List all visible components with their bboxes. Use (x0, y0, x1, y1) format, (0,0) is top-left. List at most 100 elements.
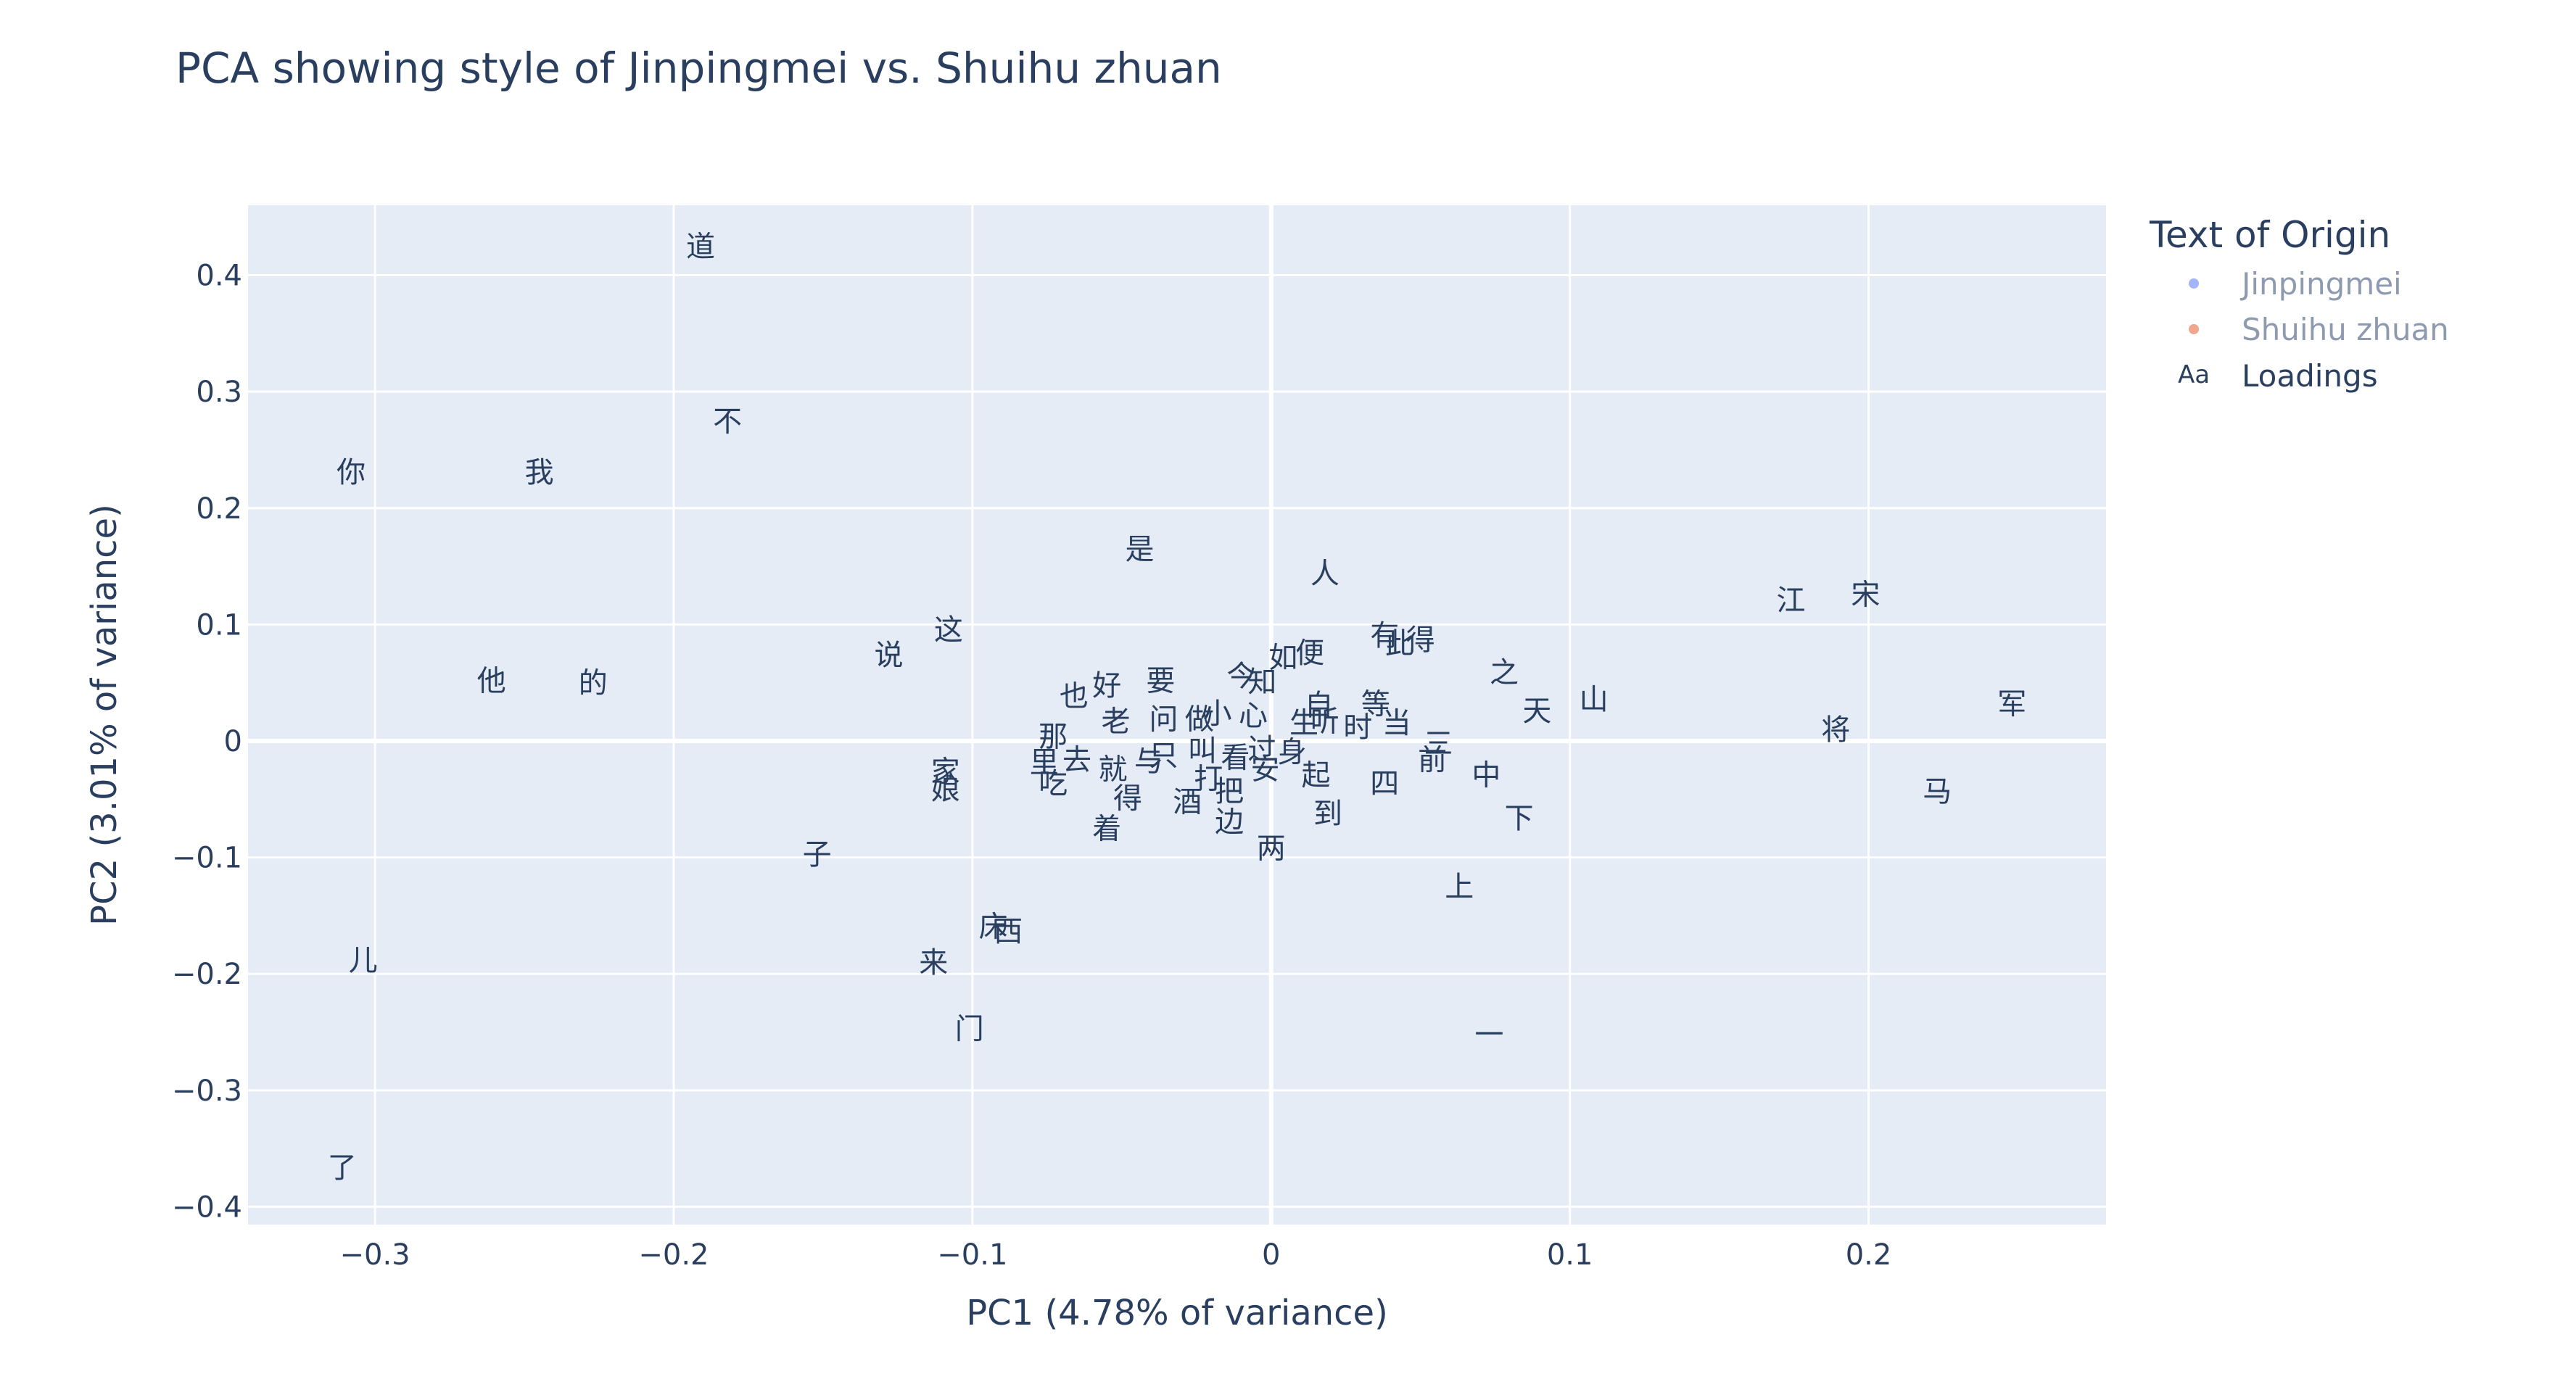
y-tick-label: −0.3 (172, 1074, 242, 1108)
x-tick-label: −0.3 (339, 1238, 410, 1272)
loading-point: 不 (713, 405, 742, 438)
loading-point: 江 (1776, 584, 1805, 618)
loading-point: 问 (1149, 703, 1178, 736)
loading-point: 去 (1062, 744, 1091, 777)
x-tick-label: −0.1 (937, 1238, 1007, 1272)
legend-title: Text of Origin (2149, 214, 2390, 256)
loading-point: 叫 (1188, 734, 1217, 768)
loading-point: 酒 (1173, 785, 1202, 819)
loading-point: 心 (1239, 700, 1268, 733)
loading-point: 山 (1580, 683, 1609, 716)
loading-point: 生 (1289, 706, 1318, 740)
loading-point: 的 (579, 667, 608, 700)
x-tick-label: 0.2 (1846, 1238, 1892, 1272)
loading-point: 里 (1030, 746, 1059, 779)
legend-label-shuihu-zhuan: Shuihu zhuan (2242, 312, 2449, 347)
loading-point: 便 (1295, 637, 1324, 670)
chart-title: PCA showing style of Jinpingmei vs. Shui… (176, 44, 1222, 93)
x-tick-label: 0.1 (1547, 1238, 1593, 1272)
loading-point: 之 (1490, 656, 1519, 690)
legend-item-jinpingmei[interactable]: Jinpingmei (2189, 266, 2402, 302)
x-tick-label: 0 (1262, 1238, 1280, 1272)
loading-point: 有 (1370, 619, 1399, 653)
plot-area: 道不你 我他 的是人说这江 宋有此得之山天 军将马如便今知好 要也自等当老问做小心生听时三… (248, 205, 2106, 1225)
loading-point: 下 (1505, 802, 1534, 835)
loading-point: 门 (955, 1013, 984, 1046)
y-tick-label: 0.3 (196, 376, 242, 409)
y-gridlines (248, 274, 2106, 1208)
legend-marker-jinpingmei (2189, 278, 2199, 289)
loading-point: 此 (1385, 627, 1414, 660)
loading-point: 好 (1092, 669, 1121, 703)
loading-point: 一 (1474, 1019, 1503, 1052)
loading-point: 宋 (1851, 579, 1880, 612)
loading-point: 安 (1251, 753, 1280, 787)
loading-point: 娘 (931, 773, 960, 806)
loading-point: 知 (1247, 666, 1276, 699)
x-axis-title: PC1 (4.78% of variance) (966, 1293, 1388, 1333)
loading-point: 得 (1113, 782, 1142, 816)
legend-label-jinpingmei: Jinpingmei (2239, 266, 2402, 302)
loading-point: 床 (979, 910, 1008, 943)
loading-point: 三 (1424, 727, 1453, 761)
loading-point: 把 (1215, 775, 1244, 808)
loading-point: 边 (1215, 806, 1244, 839)
loading-point: 时 (1343, 711, 1372, 745)
loading-point: 要 (1146, 664, 1175, 697)
loading-point: 只 (1149, 739, 1178, 772)
loading-point: 他 (477, 664, 506, 697)
loading-point: 与 (1134, 745, 1163, 778)
loading-point: 也 (1060, 679, 1089, 713)
loading-point: 起 (1302, 759, 1331, 792)
x-tick-label: −0.2 (638, 1238, 709, 1272)
loading-point: 来 (919, 946, 948, 980)
loading-point: 等 (1361, 688, 1390, 721)
x-axis-ticks: −0.3 −0.2 −0.1 0 0.1 0.2 (339, 1238, 1891, 1272)
y-tick-label: −0.4 (172, 1190, 242, 1224)
loading-point: 我 (525, 456, 554, 489)
y-tick-label: 0.2 (196, 492, 242, 526)
loading-point: 马 (1923, 775, 1952, 808)
legend[interactable]: Text of Origin Jinpingmei Shuihu zhuan A… (2149, 214, 2449, 394)
loading-point: 得 (1406, 624, 1435, 657)
y-tick-label: 0.1 (196, 608, 242, 642)
loading-labels: 道不你 我他 的是人说这江 宋有此得之山天 军将马如便今知好 要也自等当老问做小心生听时三… (328, 230, 2027, 1184)
y-tick-label: −0.1 (172, 842, 242, 875)
legend-item-shuihu-zhuan[interactable]: Shuihu zhuan (2189, 312, 2449, 347)
y-tick-label: −0.2 (172, 958, 242, 991)
loading-point: 做 (1185, 703, 1214, 736)
loading-point: 是 (1126, 533, 1155, 566)
loading-point: 就 (1098, 753, 1127, 787)
loading-point: 当 (1382, 706, 1411, 740)
loading-point: 军 (1997, 688, 2026, 721)
loading-point: 子 (803, 838, 832, 871)
loading-point: 将 (1821, 713, 1850, 747)
y-axis-title: PC2 (3.01% of variance) (84, 504, 125, 926)
loading-point: 到 (1313, 798, 1342, 831)
loading-point: 家 (931, 755, 960, 789)
loading-point: 老 (1102, 705, 1131, 739)
loading-point: 今 (1227, 660, 1256, 693)
loading-point: 了 (328, 1151, 357, 1185)
loading-point: 过 (1247, 733, 1276, 766)
loading-point: 说 (875, 639, 904, 672)
loading-point: 这 (934, 613, 963, 647)
loading-point: 听 (1310, 705, 1339, 739)
loading-point: 中 (1471, 759, 1500, 792)
loading-point: 西 (994, 915, 1023, 948)
legend-marker-loadings: Aa (2178, 360, 2210, 389)
legend-item-loadings[interactable]: Aa Loadings (2178, 358, 2378, 394)
loading-point: 人 (1310, 558, 1339, 591)
loading-point: 如 (1268, 641, 1297, 674)
loading-point: 道 (686, 230, 715, 263)
loading-point: 打 (1194, 762, 1223, 795)
loading-point: 你 (337, 456, 366, 489)
loading-point: 两 (1257, 832, 1286, 866)
loading-point: 着 (1092, 812, 1121, 845)
loading-point: 看 (1221, 741, 1250, 774)
y-tick-label: 0.4 (196, 260, 242, 293)
loading-point: 前 (1418, 744, 1447, 777)
loading-point: 吃 (1039, 767, 1068, 800)
legend-label-loadings: Loadings (2242, 358, 2378, 394)
